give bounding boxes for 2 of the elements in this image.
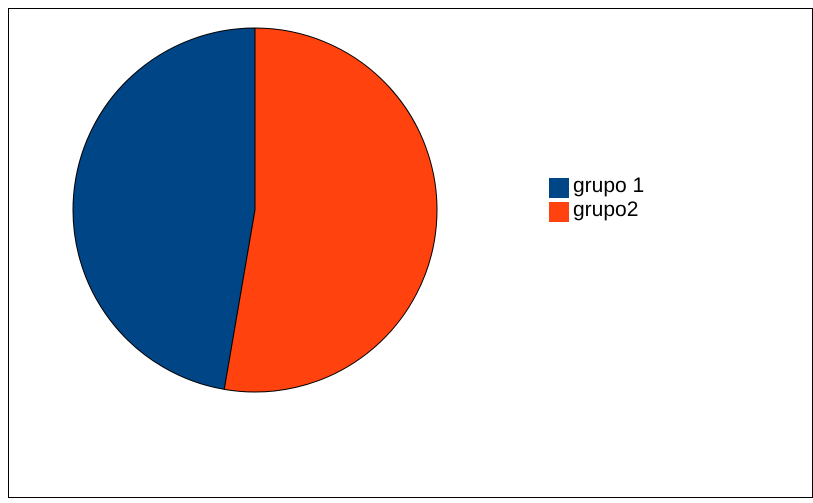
- legend-label: grupo2: [573, 198, 638, 221]
- legend-label: grupo 1: [573, 174, 644, 197]
